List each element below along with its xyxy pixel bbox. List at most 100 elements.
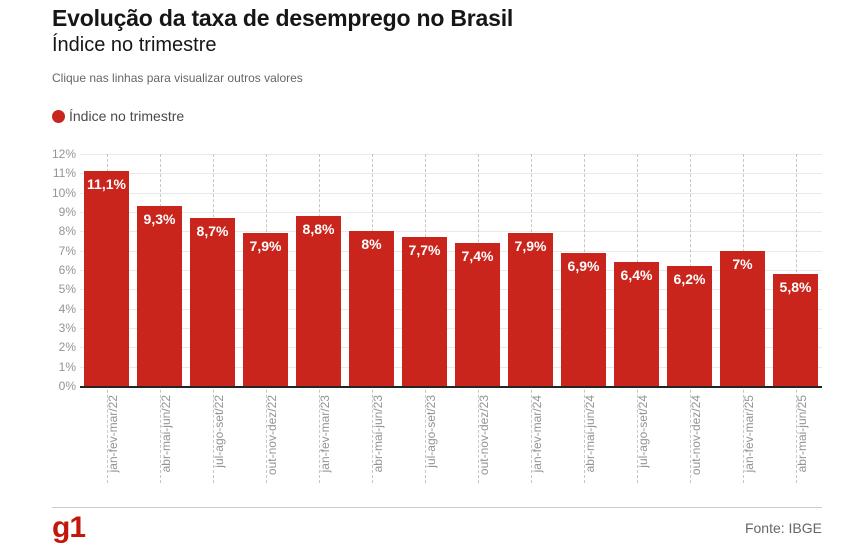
y-axis: 0% 1% 2% 3% 4% 5% 6% 7% 8% 9% 10% 11% 12% xyxy=(36,147,76,393)
bar-value-label: 8% xyxy=(361,236,382,252)
bar-value-label: 7,4% xyxy=(461,248,494,264)
y-axis-tick-label: 9% xyxy=(58,205,76,219)
bar-value-label: 7,7% xyxy=(408,242,441,258)
x-axis-label-slot: out-nov-dez/24 xyxy=(663,388,716,488)
horizontal-gridline xyxy=(80,250,822,252)
bar-slot: 6,4% xyxy=(610,154,663,386)
x-axis-tick-label: jan-fev-mar/22 xyxy=(105,395,120,473)
x-axis-tick-label: jul-ago-set/23 xyxy=(423,395,438,468)
x-axis-label-slot: jan-fev-mar/24 xyxy=(504,388,557,488)
horizontal-gridline xyxy=(80,173,822,175)
x-axis-label-slot: jan-fev-mar/22 xyxy=(80,388,133,488)
bar-slot: 9,3% xyxy=(133,154,186,386)
legend-label: Índice no trimestre xyxy=(69,108,185,124)
g1-logo[interactable]: g1 xyxy=(52,511,86,544)
horizontal-gridline xyxy=(80,154,822,155)
x-axis-tick-label: jul-ago-set/22 xyxy=(211,395,226,468)
bar-value-label: 5,8% xyxy=(779,279,812,295)
bar-jul-ago-set/22[interactable]: 8,7% xyxy=(190,218,235,386)
bar-jan-fev-mar/24[interactable]: 7,9% xyxy=(508,233,553,386)
bar-slot: 7% xyxy=(716,154,769,386)
x-axis-tick-label: jan-fev-mar/25 xyxy=(741,395,756,473)
bar-slot: 5,8% xyxy=(769,154,822,386)
x-axis-label-slot: jul-ago-set/24 xyxy=(610,388,663,488)
bar-value-label: 8,7% xyxy=(196,223,229,239)
source-credit: Fonte: IBGE xyxy=(744,520,822,536)
x-axis-line xyxy=(80,386,822,388)
y-axis-tick-label: 11% xyxy=(52,166,76,181)
bar-abr-mai-jun/23[interactable]: 8% xyxy=(349,231,394,386)
chart-legend[interactable]: Índice no trimestre xyxy=(52,108,822,124)
y-axis-tick-label: 5% xyxy=(58,282,76,297)
chart-hint-text: Clique nas linhas para visualizar outros… xyxy=(52,71,303,85)
page-title: Evolução da taxa de desemprego no Brasil xyxy=(52,5,514,31)
x-axis-tick-label: abr-mai-jun/23 xyxy=(370,395,385,473)
bar-value-label: 8,8% xyxy=(302,221,335,237)
x-axis-tick-label: jan-fev-mar/24 xyxy=(529,395,544,473)
x-axis-tick-label: abr-mai-jun/24 xyxy=(582,395,597,473)
bar-jan-fev-mar/22[interactable]: 11,1% xyxy=(84,171,129,386)
y-axis-tick-label: 8% xyxy=(58,224,76,239)
bar-value-label: 7,9% xyxy=(514,238,547,254)
bar-slot: 7,9% xyxy=(504,154,557,386)
x-axis-tick-label: out-nov-dez/23 xyxy=(476,395,491,476)
bar-out-nov-dez/24[interactable]: 6,2% xyxy=(667,266,712,386)
bar-slot: 8,8% xyxy=(292,154,345,386)
bar-jan-fev-mar/25[interactable]: 7% xyxy=(720,251,765,386)
horizontal-gridline xyxy=(80,212,822,213)
bar-series: 11,1% 9,3% 8,7% 7,9% 8,8% 8% 7,7% 7,4% 7,9% 6,9% 6… xyxy=(80,154,822,386)
horizontal-gridline xyxy=(80,289,822,291)
y-axis-tick-label: 3% xyxy=(58,321,76,335)
plot-area: 11,1% 9,3% 8,7% 7,9% 8,8% 8% 7,7% 7,4% 7,9% 6,9% 6… xyxy=(80,154,822,483)
bar-value-label: 6,4% xyxy=(620,267,653,283)
horizontal-gridline xyxy=(80,366,822,368)
bar-value-label: 11,1% xyxy=(87,176,126,192)
page-subtitle: Índice no trimestre xyxy=(52,34,217,56)
x-axis-label-slot: jan-fev-mar/25 xyxy=(716,388,769,488)
x-axis-label-slot: out-nov-dez/23 xyxy=(451,388,504,488)
x-axis-label-slot: jul-ago-set/22 xyxy=(186,388,239,488)
y-axis-tick-label: 10% xyxy=(51,185,76,200)
bar-out-nov-dez/23[interactable]: 7,4% xyxy=(455,243,500,386)
bar-abr-mai-jun/25[interactable]: 5,8% xyxy=(773,274,818,386)
y-axis-tick-label: 0% xyxy=(58,379,76,393)
horizontal-gridline xyxy=(80,270,822,271)
y-axis-tick-label: 4% xyxy=(58,301,76,316)
bar-slot: 11,1% xyxy=(80,154,133,386)
y-axis-tick-label: 1% xyxy=(58,359,76,374)
x-axis-labels: jan-fev-mar/22 abr-mai-jun/22 jul-ago-set/… xyxy=(80,388,822,488)
footer-divider xyxy=(52,507,822,508)
bar-value-label: 6,9% xyxy=(567,258,600,274)
bar-out-nov-dez/22[interactable]: 7,9% xyxy=(243,233,288,386)
bar-abr-mai-jun/24[interactable]: 6,9% xyxy=(561,253,606,386)
y-axis-tick-label: 6% xyxy=(58,263,76,277)
bar-jan-fev-mar/23[interactable]: 8,8% xyxy=(296,216,341,386)
bar-abr-mai-jun/22[interactable]: 9,3% xyxy=(137,206,182,386)
bar-slot: 8% xyxy=(345,154,398,386)
bar-slot: 6,2% xyxy=(663,154,716,386)
bar-jul-ago-set/23[interactable]: 7,7% xyxy=(402,237,447,386)
horizontal-gridline xyxy=(80,328,822,329)
horizontal-gridline xyxy=(80,192,822,194)
unemployment-bar-chart: 0% 1% 2% 3% 4% 5% 6% 7% 8% 9% 10% 11% 12% 11,1% 9,3% 8… xyxy=(52,147,822,488)
horizontal-gridline xyxy=(80,347,822,349)
bar-value-label: 7,9% xyxy=(249,238,282,254)
x-axis-label-slot: abr-mai-jun/23 xyxy=(345,388,398,488)
x-axis-tick-label: out-nov-dez/24 xyxy=(688,395,703,476)
bar-value-label: 9,3% xyxy=(143,211,176,227)
bar-value-label: 6,2% xyxy=(673,271,706,287)
x-axis-label-slot: jan-fev-mar/23 xyxy=(292,388,345,488)
bar-slot: 7,4% xyxy=(451,154,504,386)
bar-jul-ago-set/24[interactable]: 6,4% xyxy=(614,262,659,386)
x-axis-tick-label: abr-mai-jun/25 xyxy=(794,395,809,473)
bar-value-label: 7% xyxy=(732,256,753,272)
y-axis-tick-label: 2% xyxy=(58,340,76,355)
legend-dot-icon xyxy=(52,109,65,123)
bar-slot: 6,9% xyxy=(557,154,610,386)
y-axis-tick-label: 7% xyxy=(58,243,76,258)
horizontal-gridline xyxy=(80,231,822,233)
x-axis-label-slot: out-nov-dez/22 xyxy=(239,388,292,488)
x-axis-tick-label: out-nov-dez/22 xyxy=(264,395,279,476)
y-axis-tick-label: 12% xyxy=(51,147,76,161)
horizontal-gridline xyxy=(80,308,822,310)
